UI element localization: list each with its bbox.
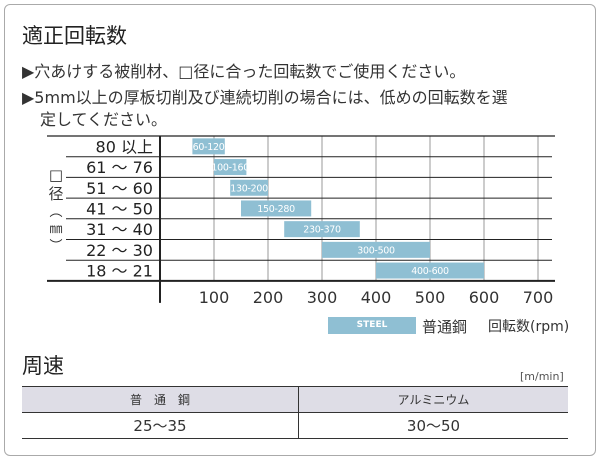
row-label: 61 ～ 76 [86,158,153,177]
y-axis-title: □ 径 ︵ ㎜ ︶ [44,166,68,255]
bar-label: 60-120 [193,142,225,153]
note-2: ▶5mm以上の厚板切削及び連続切削の場合には、低めの回転数を選 [22,88,508,107]
x-tick-label: 700 [523,288,554,307]
row-label: 18 ～ 21 [86,262,153,281]
section-title: 周速 [22,354,64,378]
note-3: 定してください。 [40,110,168,129]
bar-label: 230-370 [303,225,341,236]
value-steel: 25〜35 [22,412,299,439]
bar [241,200,312,217]
table-row: 25〜35 30〜50 [22,412,568,439]
x-tick-label: 200 [253,288,284,307]
table-header-row: 普 通 鋼 アルミニウム [22,386,568,413]
bar [376,262,484,279]
x-tick-label: 600 [469,288,500,307]
row-label: 31 ～ 40 [86,220,153,239]
x-tick-label: 500 [415,288,446,307]
y-title-char: ㎜ [49,222,63,237]
bar [192,138,225,155]
y-title-char: 径 [48,185,64,203]
legend-swatch: STEEL [328,317,416,334]
x-axis-title: 回転数(rpm) [488,319,570,335]
bar-label: 150-280 [257,204,295,215]
x-tick-label: 100 [199,288,230,307]
y-title-char: □ [48,166,64,184]
speed-table: 普 通 鋼 アルミニウム 25〜35 30〜50 [22,386,568,439]
header-aluminium: アルミニウム [298,386,568,413]
frame [4,4,596,456]
page-title: 適正回転数 [22,24,127,48]
bar [322,241,430,258]
note-1: ▶穴あけする被削材、□径に合った回転数でご使用ください。 [22,62,466,81]
x-tick-label: 400 [361,288,392,307]
legend-label: 普通鋼 [422,318,468,336]
section-unit: [m/min] [520,370,564,383]
bar [214,159,247,176]
bar [284,221,360,238]
bar-label: 400-600 [411,266,449,277]
row-label: 41 ～ 50 [86,199,153,218]
bar-label: 100-160 [211,163,249,174]
x-tick-label: 300 [307,288,338,307]
y-title-char: ︶ [49,239,63,254]
bar-label: 300-500 [357,245,395,256]
header-steel: 普 通 鋼 [22,386,299,413]
value-aluminium: 30〜50 [298,412,568,439]
bar-label: 130-200 [230,183,268,194]
bar [230,179,268,196]
row-label: 51 ～ 60 [86,179,153,198]
y-title-char: ︵ [49,205,63,220]
row-label: 80 以上 [96,137,153,156]
row-label: 22 ～ 30 [86,241,153,260]
